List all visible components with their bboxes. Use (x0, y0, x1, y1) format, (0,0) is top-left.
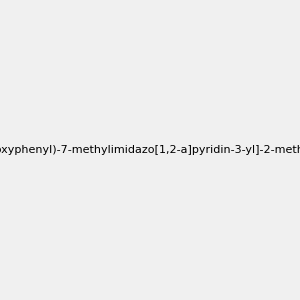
Text: N-[2-(4-methoxyphenyl)-7-methylimidazo[1,2-a]pyridin-3-yl]-2-methylbenzamide: N-[2-(4-methoxyphenyl)-7-methylimidazo[1… (0, 145, 300, 155)
